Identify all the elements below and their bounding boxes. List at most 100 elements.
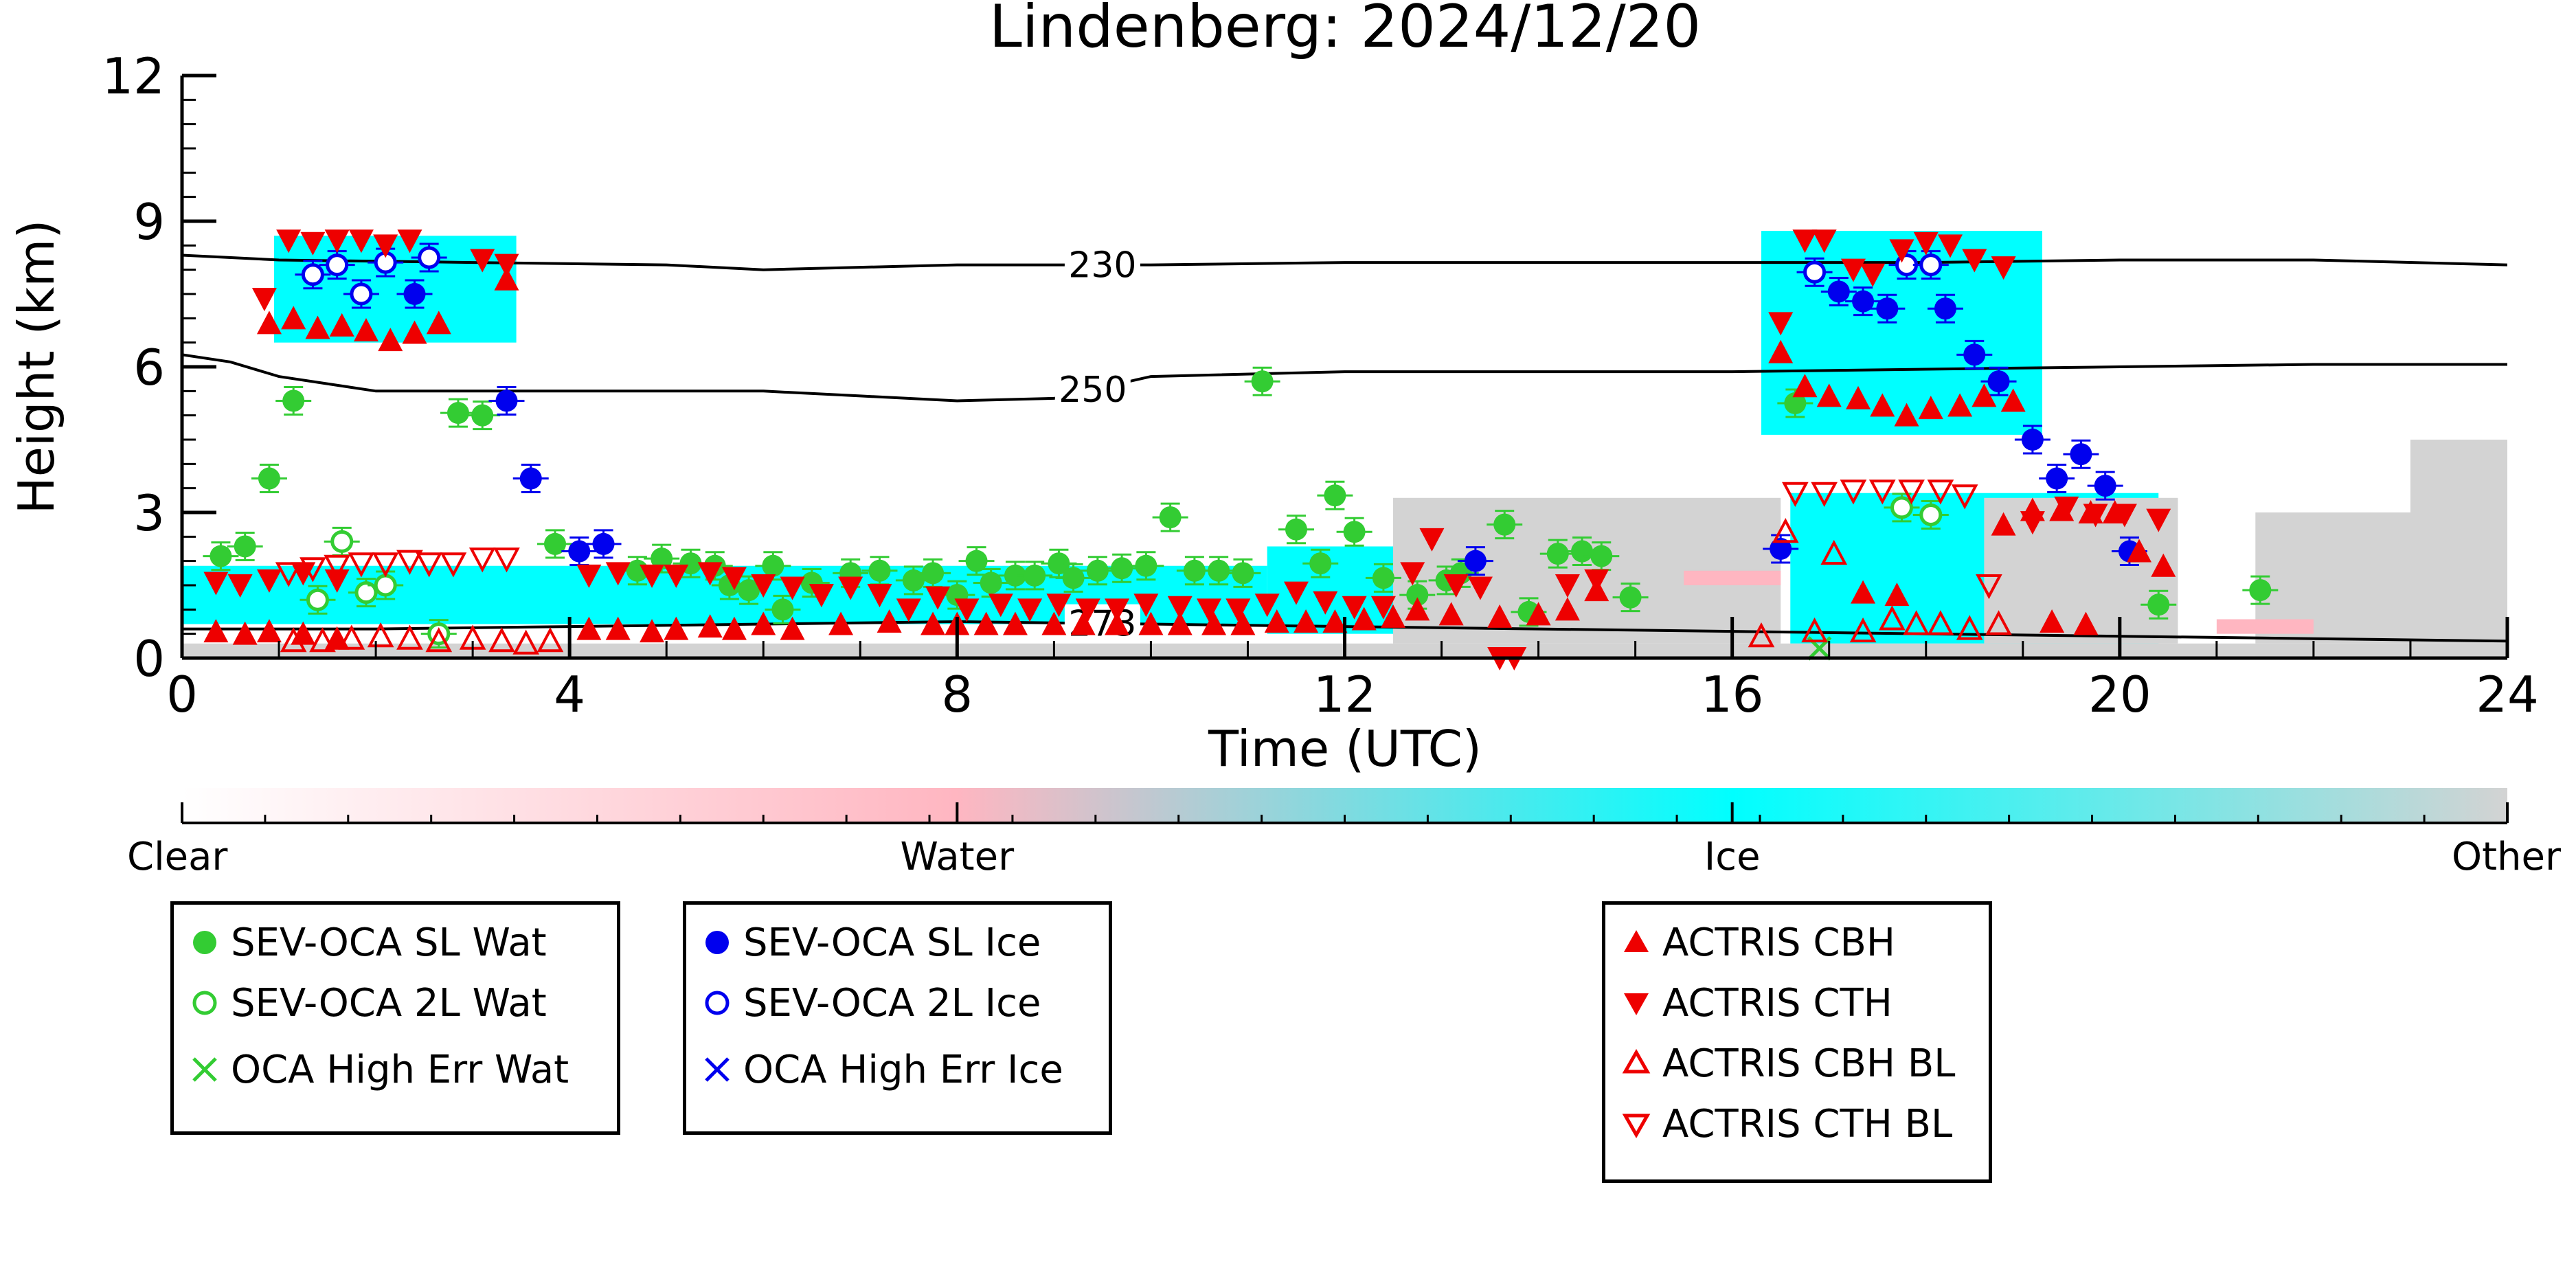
legend-item: ACTRIS CTH BL bbox=[1605, 1096, 1952, 1151]
data-point bbox=[1070, 611, 1096, 635]
data-point bbox=[353, 318, 379, 341]
data-point bbox=[920, 611, 946, 635]
data-point bbox=[568, 540, 591, 563]
data-point bbox=[203, 572, 229, 596]
contour-label-bg bbox=[1054, 370, 1131, 409]
data-point bbox=[1991, 256, 2016, 280]
data-point bbox=[1313, 591, 1338, 615]
y-tick-label: 6 bbox=[133, 339, 165, 396]
data-point bbox=[1370, 596, 1396, 620]
data-point bbox=[1768, 339, 1794, 363]
colorbar-label-other: Other bbox=[2452, 835, 2562, 879]
data-point bbox=[447, 402, 469, 425]
data-point bbox=[1590, 545, 1613, 567]
data-point bbox=[1956, 615, 1983, 640]
data-point bbox=[1870, 393, 1895, 417]
data-point bbox=[592, 532, 615, 555]
data-point bbox=[300, 557, 326, 583]
data-point bbox=[1784, 392, 1807, 414]
data-point bbox=[232, 621, 258, 645]
data-point bbox=[2073, 611, 2099, 635]
data-point bbox=[1772, 518, 1799, 543]
data-point bbox=[751, 574, 776, 598]
legend-item: ACTRIS CTH bbox=[1605, 975, 1893, 1030]
data-point bbox=[1487, 604, 1513, 628]
legend-item: OCA High Err Wat bbox=[174, 1042, 569, 1097]
legend-label: OCA High Err Wat bbox=[231, 1047, 569, 1092]
data-point bbox=[1894, 403, 1919, 427]
data-point bbox=[697, 562, 723, 586]
data-point bbox=[721, 567, 747, 591]
legend-label: SEV-OCA 2L Ice bbox=[743, 980, 1041, 1026]
data-point bbox=[780, 616, 805, 640]
data-point bbox=[1232, 562, 1254, 585]
data-point bbox=[1464, 550, 1487, 572]
data-point bbox=[1062, 567, 1085, 589]
data-point bbox=[305, 315, 330, 339]
data-point bbox=[1827, 280, 1850, 303]
data-point bbox=[1111, 557, 1133, 580]
data-point bbox=[367, 622, 394, 648]
data-point bbox=[1351, 607, 1377, 631]
data-point bbox=[965, 550, 988, 572]
data-point bbox=[324, 569, 350, 593]
legend-label: ACTRIS CBH bbox=[1662, 920, 1896, 965]
series-sev-oca-sl-wat bbox=[203, 366, 2279, 627]
data-point bbox=[1230, 611, 1256, 635]
data-point bbox=[2146, 508, 2171, 532]
colorbar: Clear Water Ice Other bbox=[127, 788, 2562, 879]
data-point bbox=[1406, 584, 1429, 607]
data-point bbox=[210, 545, 232, 567]
data-point bbox=[751, 611, 776, 635]
data-point bbox=[780, 576, 805, 600]
data-point bbox=[1086, 559, 1109, 582]
data-point bbox=[1792, 374, 1818, 398]
data-point bbox=[373, 234, 398, 258]
data-point bbox=[301, 263, 324, 286]
data-point bbox=[1976, 574, 2002, 600]
x-tick-label: 0 bbox=[166, 666, 198, 723]
legend-item: OCA High Err Ice bbox=[686, 1042, 1063, 1097]
data-point bbox=[605, 616, 631, 640]
data-point bbox=[1004, 564, 1026, 587]
data-point bbox=[1381, 604, 1406, 628]
data-point bbox=[2151, 553, 2176, 577]
data-point bbox=[1962, 249, 1987, 273]
data-point bbox=[2000, 388, 2026, 412]
legend-label: SEV-OCA 2L Wat bbox=[231, 980, 547, 1026]
data-point bbox=[1876, 297, 1899, 320]
data-point bbox=[2046, 467, 2068, 490]
data-point bbox=[1840, 258, 1866, 282]
data-point bbox=[1201, 611, 1227, 635]
data-point bbox=[1526, 602, 1551, 626]
legend-item: SEV-OCA SL Ice bbox=[686, 915, 1041, 970]
data-point bbox=[1860, 263, 1886, 287]
data-point bbox=[251, 288, 277, 312]
y-tick-label: 12 bbox=[102, 47, 165, 105]
data-point bbox=[2070, 443, 2092, 466]
data-point bbox=[1898, 479, 1925, 505]
data-point bbox=[1438, 602, 1464, 626]
legend-item: SEV-OCA 2L Ice bbox=[686, 975, 1041, 1030]
data-point bbox=[493, 547, 520, 573]
data-point bbox=[605, 562, 631, 586]
data-point bbox=[495, 389, 518, 412]
data-point bbox=[1493, 513, 1516, 536]
data-point bbox=[1048, 552, 1070, 575]
contour-line-230 bbox=[182, 253, 2507, 271]
data-point bbox=[281, 306, 306, 330]
legend-ice: SEV-OCA SL Ice SEV-OCA 2L Ice OCA High E… bbox=[683, 901, 1112, 1135]
data-point bbox=[1002, 611, 1028, 635]
colorbar-label-ice: Ice bbox=[1704, 835, 1761, 879]
data-point bbox=[1555, 574, 1580, 598]
data-point bbox=[1197, 598, 1222, 622]
data-point bbox=[1840, 479, 1867, 505]
data-point bbox=[1159, 506, 1182, 529]
cloud-region-water bbox=[1684, 570, 1781, 585]
data-point bbox=[896, 598, 921, 622]
data-point bbox=[1105, 611, 1130, 635]
data-point bbox=[1571, 540, 1594, 563]
data-point bbox=[2147, 594, 2170, 616]
data-point bbox=[1816, 383, 1842, 407]
data-point bbox=[1934, 297, 1956, 320]
